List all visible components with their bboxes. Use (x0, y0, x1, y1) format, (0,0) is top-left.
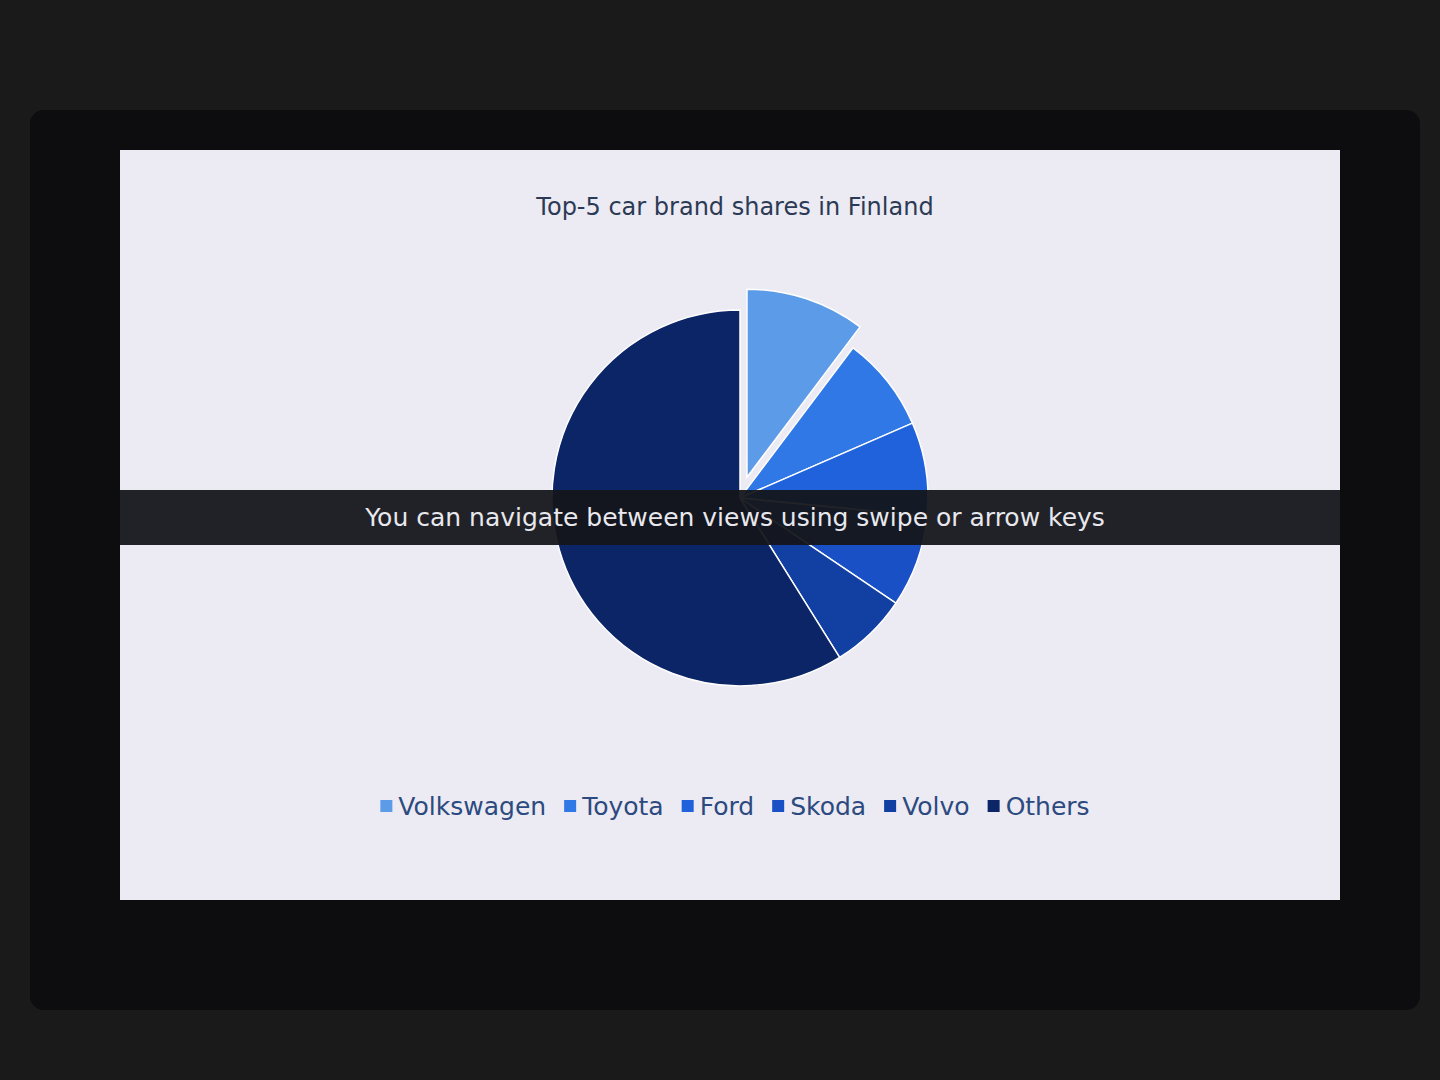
legend-swatch (884, 800, 896, 812)
chart-root: Top-5 car brand shares in Finland You can… (0, 0, 1440, 1080)
pie (552, 289, 928, 686)
banner (120, 490, 1340, 545)
legend-label: Volvo (902, 792, 970, 821)
legend-label: Toyota (581, 792, 664, 821)
legend-swatch (682, 800, 694, 812)
legend-label: Ford (700, 792, 755, 821)
bezel (30, 110, 1420, 1010)
title: Top-5 car brand shares in Finland (535, 193, 933, 221)
legend-label: Skoda (790, 792, 866, 821)
legend-swatch (564, 800, 576, 812)
legend-swatch (380, 800, 392, 812)
screen (120, 150, 1340, 900)
legend-swatch (772, 800, 784, 812)
legend: Volkswagen Toyota Ford Skoda Volvo Others (380, 792, 1089, 821)
legend-swatch (988, 800, 1000, 812)
annotation: You can navigate between views using swi… (364, 503, 1105, 532)
legend-label: Volkswagen (398, 792, 546, 821)
legend-label: Others (1006, 792, 1090, 821)
